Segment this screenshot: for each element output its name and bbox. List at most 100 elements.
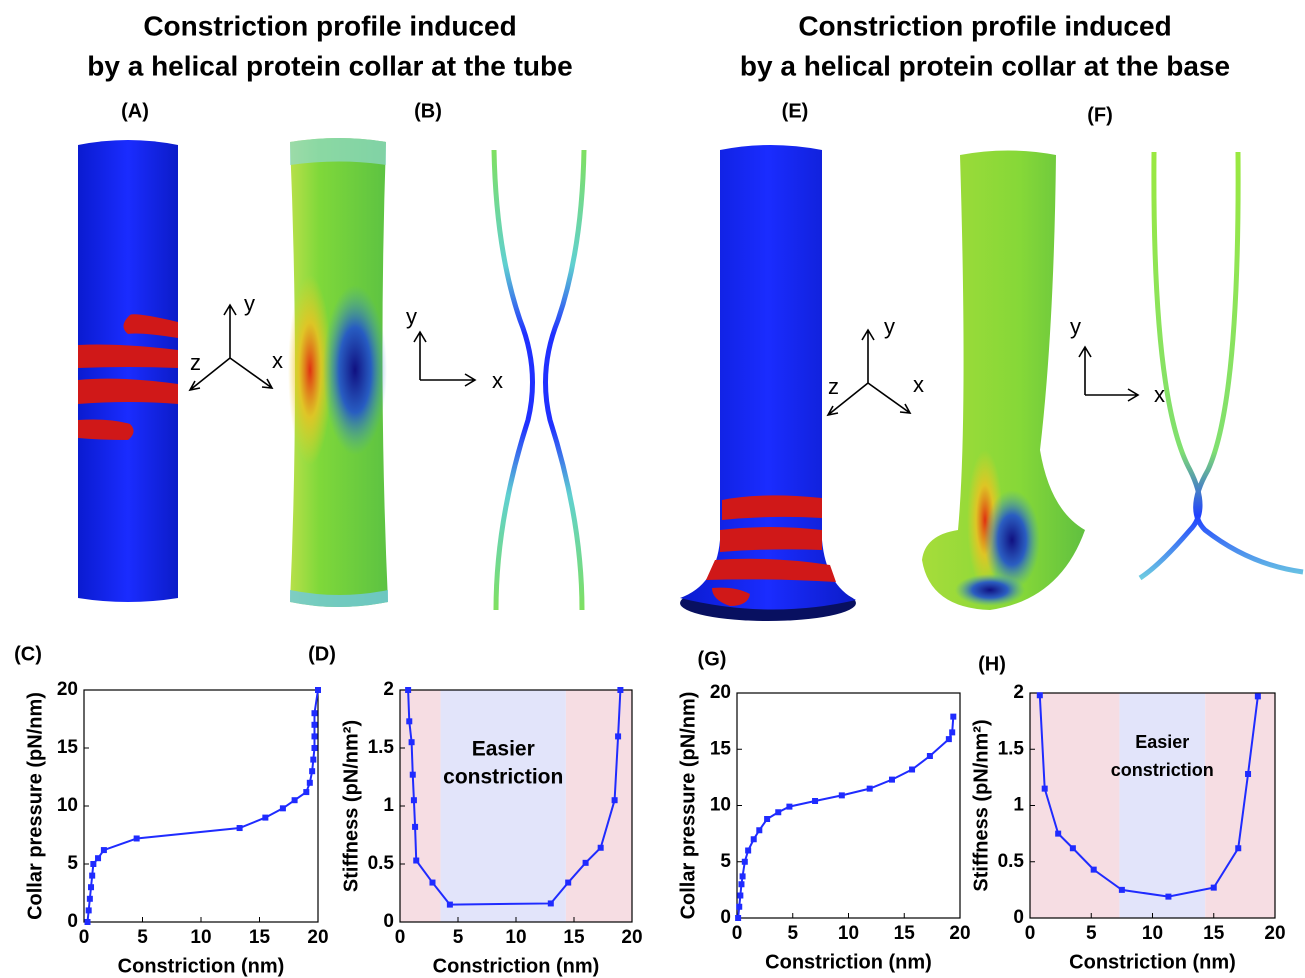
marker bbox=[745, 847, 752, 854]
marker bbox=[291, 797, 298, 804]
chart: 0 5 10 15 20 0 5 10 15 20 Constriction (nm) Collar … bbox=[24, 679, 328, 977]
annotation: Easier bbox=[1135, 732, 1189, 752]
annotation: constriction bbox=[1111, 760, 1214, 780]
panel-label: (H) bbox=[978, 653, 1006, 675]
y-tick-label: 0 bbox=[1013, 907, 1024, 928]
panel-label: (B) bbox=[414, 100, 442, 122]
marker bbox=[1069, 845, 1076, 852]
y-tick-label: 10 bbox=[57, 795, 78, 816]
panel-label: (C) bbox=[14, 643, 42, 665]
region bbox=[1205, 693, 1275, 918]
y-tick-label: 20 bbox=[57, 679, 78, 700]
region bbox=[440, 690, 566, 922]
axis-letter: y bbox=[406, 304, 417, 329]
render-a bbox=[78, 140, 178, 602]
marker bbox=[309, 768, 316, 775]
x-tick-label: 5 bbox=[787, 923, 798, 944]
x-tick-label: 5 bbox=[453, 927, 464, 948]
marker bbox=[310, 756, 317, 763]
x-axis-label: Constriction (nm) bbox=[118, 955, 285, 977]
axes-3d-a: y x z bbox=[188, 291, 283, 392]
marker bbox=[764, 816, 771, 822]
marker bbox=[410, 797, 417, 804]
marker bbox=[1254, 693, 1261, 700]
marker bbox=[1041, 785, 1048, 792]
marker bbox=[1245, 771, 1252, 777]
title-line: by a helical protein collar at the base bbox=[740, 50, 1230, 81]
y-tick-label: 5 bbox=[67, 853, 78, 874]
marker bbox=[89, 872, 96, 879]
x-tick-label: 10 bbox=[505, 927, 526, 948]
profile-f bbox=[1138, 151, 1304, 581]
marker bbox=[617, 687, 624, 693]
panel-label: (D) bbox=[308, 643, 336, 665]
marker bbox=[611, 797, 618, 804]
annotation: Easier bbox=[472, 738, 535, 761]
x-tick-label: 15 bbox=[249, 927, 271, 948]
region bbox=[400, 690, 441, 922]
marker bbox=[315, 687, 321, 693]
title-line: by a helical protein collar at the tube bbox=[87, 50, 572, 81]
axis-letter: y bbox=[884, 314, 895, 339]
x-tick-label: 20 bbox=[1264, 923, 1285, 944]
x-axis-label: Constriction (nm) bbox=[433, 955, 600, 977]
marker bbox=[90, 861, 97, 867]
render-f bbox=[922, 150, 1085, 610]
x-tick-label: 15 bbox=[563, 927, 585, 948]
marker bbox=[84, 919, 91, 925]
marker bbox=[866, 785, 873, 792]
y-tick-label: 1.5 bbox=[998, 738, 1025, 759]
marker bbox=[582, 859, 589, 866]
y-tick-label: 0 bbox=[383, 911, 394, 932]
marker bbox=[738, 881, 745, 888]
marker bbox=[408, 739, 415, 746]
axis-letter: y bbox=[1070, 314, 1081, 339]
x-tick-label: 0 bbox=[732, 923, 743, 944]
marker bbox=[736, 903, 743, 910]
x-tick-label: 10 bbox=[1142, 923, 1163, 944]
x-tick-label: 20 bbox=[307, 927, 328, 948]
axes-3d-e: y x z bbox=[826, 314, 924, 417]
marker bbox=[737, 892, 744, 899]
marker bbox=[547, 900, 554, 907]
y-axis-label: Stiffness (pN/nm²) bbox=[970, 719, 992, 891]
marker bbox=[236, 825, 243, 832]
marker bbox=[739, 873, 746, 880]
marker bbox=[615, 733, 622, 740]
line bbox=[737, 716, 955, 919]
marker bbox=[95, 855, 102, 862]
marker bbox=[735, 915, 742, 921]
marker bbox=[909, 766, 916, 773]
chart: 0 5 10 15 20 0 0.5 1 1.5 2 Constriction (nm) Stiffn… bbox=[970, 682, 1285, 973]
axis-letter: z bbox=[828, 374, 839, 399]
marker bbox=[1036, 692, 1043, 699]
marker bbox=[311, 721, 318, 728]
marker bbox=[786, 803, 793, 810]
axis-letter: x bbox=[1154, 382, 1165, 407]
y-tick-label: 2 bbox=[1013, 682, 1024, 703]
x-tick-label: 0 bbox=[79, 927, 90, 948]
axes-2d-b: y x bbox=[406, 304, 503, 393]
region bbox=[1119, 693, 1206, 918]
marker bbox=[1055, 830, 1062, 837]
marker bbox=[279, 805, 286, 812]
x-tick-label: 10 bbox=[190, 927, 211, 948]
marker bbox=[133, 835, 140, 842]
marker bbox=[311, 745, 318, 751]
marker bbox=[926, 753, 933, 759]
x-tick-label: 5 bbox=[137, 927, 148, 948]
axis-letter: x bbox=[913, 372, 924, 397]
axis-letter: x bbox=[272, 348, 283, 373]
y-tick-label: 0 bbox=[67, 911, 78, 932]
plot-frame bbox=[736, 692, 961, 919]
title-line: Constriction profile induced bbox=[798, 10, 1171, 41]
axis-letter: z bbox=[190, 350, 201, 375]
panel-label: (E) bbox=[782, 100, 809, 122]
marker bbox=[950, 713, 957, 720]
title-line: Constriction profile induced bbox=[143, 10, 516, 41]
x-tick-label: 20 bbox=[621, 927, 642, 948]
panel-label: (A) bbox=[121, 100, 149, 122]
marker bbox=[756, 827, 763, 834]
region bbox=[565, 690, 632, 922]
